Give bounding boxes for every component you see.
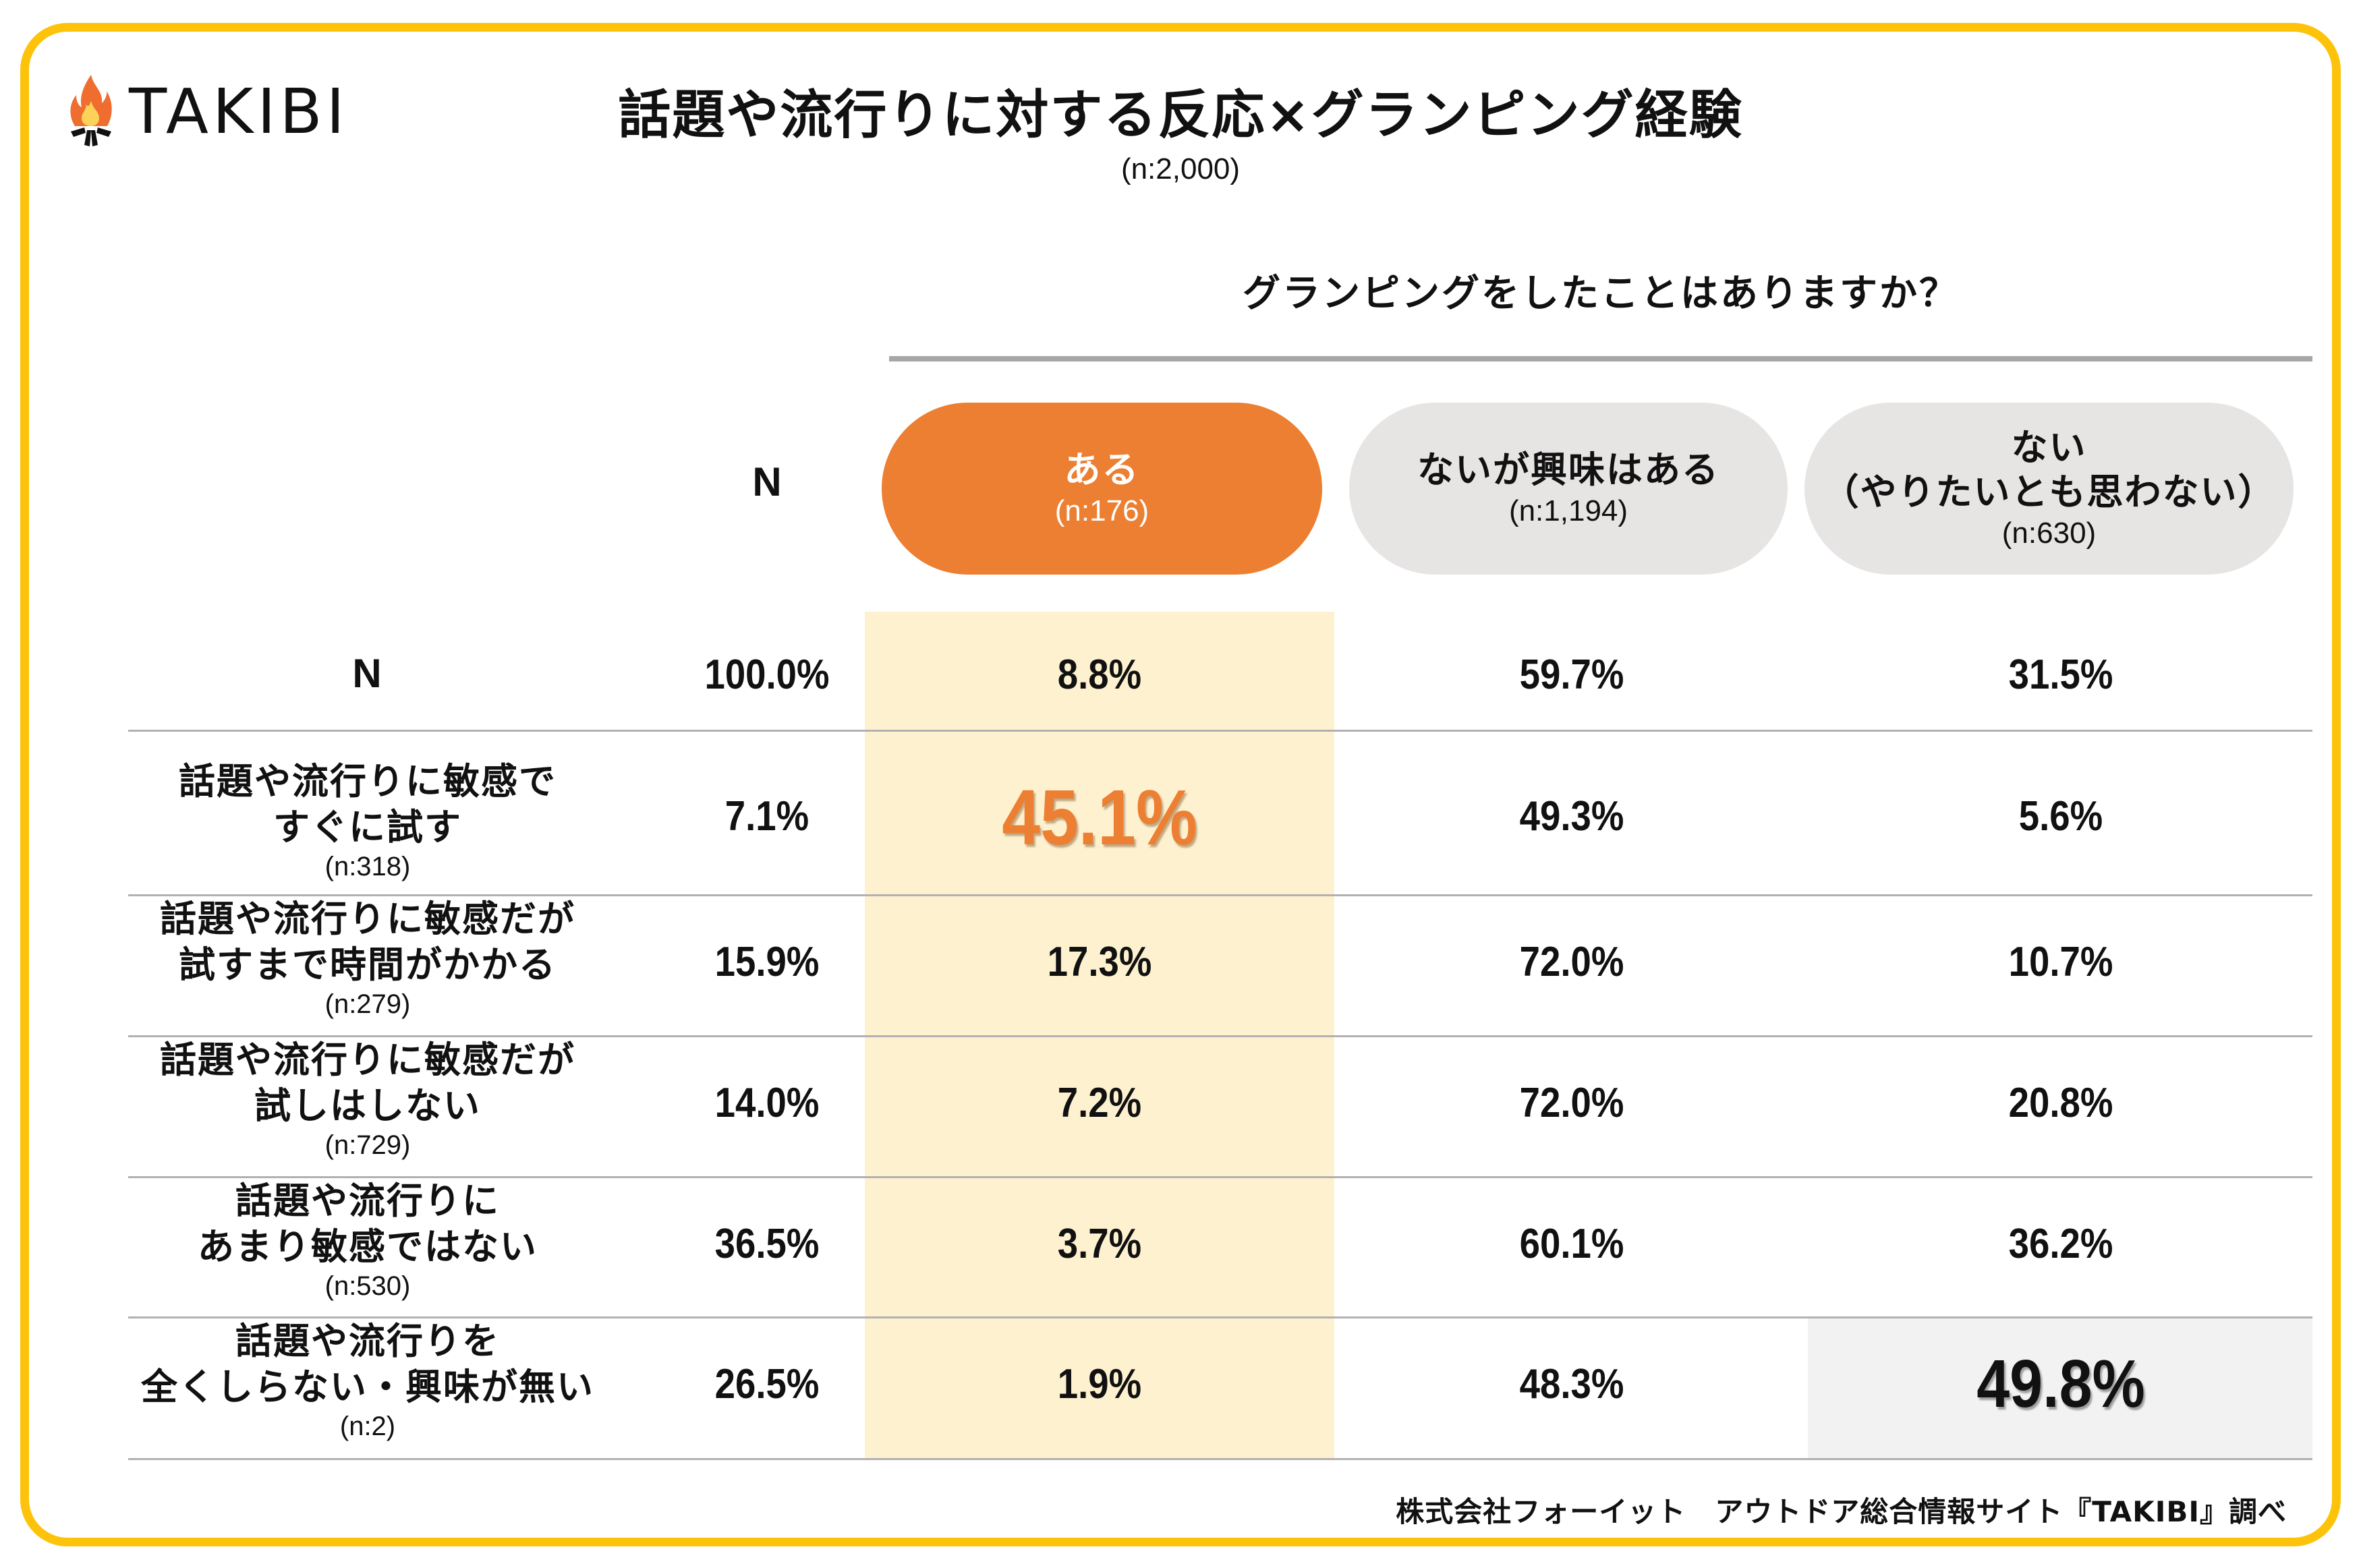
cell-value-highlight: 49.8% <box>1976 1346 2145 1422</box>
cell-value: 59.7% <box>1519 651 1624 698</box>
row-label-line: 話題や流行りに敏感だが <box>160 898 575 940</box>
row-label-line: 全くしらない・興味が無い <box>141 1366 594 1408</box>
cell-value: 31.5% <box>2008 651 2113 698</box>
cell-value: 10.7% <box>2008 939 2113 985</box>
cell-value: 15.9% <box>714 939 820 985</box>
row-divider <box>128 894 2312 896</box>
row-divider <box>128 1035 2312 1037</box>
row-divider <box>128 730 2312 732</box>
cell-value: 7.1% <box>724 793 809 840</box>
cell-value: 7.2% <box>1057 1080 1142 1126</box>
row-label: 話題や流行りを 全くしらない・興味が無い (n:2) <box>115 1318 621 1443</box>
cell-value: 48.3% <box>1519 1361 1624 1407</box>
page-title: 話題や流行りに対する反応×グランピング経験 <box>618 85 1743 146</box>
cell-value: 36.2% <box>2008 1221 2113 1267</box>
cell-value: 14.0% <box>714 1080 820 1126</box>
row-divider <box>128 1458 2312 1460</box>
question-divider <box>889 356 2312 361</box>
row-sample: (n:279) <box>324 989 411 1019</box>
survey-question: グランピングをしたことはありますか？ <box>1243 272 1959 316</box>
row-sample: (n:2) <box>339 1412 396 1441</box>
row-label-line: すぐに試す <box>273 806 462 848</box>
row-label: 話題や流行りに敏感だが 試すまで時間がかかる (n:279) <box>121 896 614 1020</box>
brand-name: TAKIBI <box>129 75 349 148</box>
row-label-line: 話題や流行りに <box>235 1180 500 1222</box>
cell-value: 72.0% <box>1519 939 1624 985</box>
column-label: ないが興味はある <box>1417 448 1719 491</box>
column-label-line2: （やりたいとも思わない） <box>1822 470 2276 513</box>
cell-value: 17.3% <box>1047 939 1152 985</box>
cell-value: 1.9% <box>1057 1361 1142 1407</box>
row-label-line: 話題や流行りを <box>235 1320 500 1362</box>
column-sample: (n:1,194) <box>1508 494 1628 527</box>
cell-value: 36.5% <box>714 1221 820 1267</box>
cell-value: 100.0% <box>704 651 830 698</box>
column-label: ある <box>1064 448 1140 491</box>
highlight-cell <box>1808 1317 2312 1459</box>
column-sample: (n:630) <box>2001 516 2097 550</box>
cell-value: 5.6% <box>2018 793 2103 840</box>
campfire-icon <box>70 75 112 146</box>
row-label: 話題や流行りに あまり敏感ではない (n:530) <box>121 1178 614 1302</box>
column-label-line1: ない <box>2011 426 2087 469</box>
cell-value: 26.5% <box>714 1361 820 1407</box>
row-label-line: 試すまで時間がかかる <box>179 943 557 986</box>
source-credit: 株式会社フォーイット アウトドア総合情報サイト『TAKIBI』調べ <box>1396 1495 2287 1528</box>
cell-value: 72.0% <box>1519 1080 1624 1126</box>
cell-value: 60.1% <box>1519 1221 1624 1267</box>
row-sample: (n:729) <box>324 1130 411 1160</box>
row-sample: (n:318) <box>324 852 411 881</box>
row-divider <box>128 1316 2312 1318</box>
cell-value: 8.8% <box>1057 651 1142 698</box>
sample-size: (n:2,000) <box>1120 152 1241 185</box>
column-header-not-interested: ない （やりたいとも思わない） (n:630) <box>1804 403 2294 575</box>
column-header-experienced: ある (n:176) <box>882 403 1322 575</box>
row-sample: (n:530) <box>324 1271 411 1301</box>
row-divider <box>128 1176 2312 1178</box>
row-label-line: 話題や流行りに敏感で <box>179 760 557 803</box>
brand-logo: TAKIBI <box>64 71 349 152</box>
row-label: 話題や流行りに敏感だが 試しはしない (n:729) <box>121 1037 614 1161</box>
cell-value: 49.3% <box>1519 793 1624 840</box>
cell-value-highlight: 45.1% <box>1002 774 1197 861</box>
column-header-interested: ないが興味はある (n:1,194) <box>1349 403 1788 575</box>
column-header-n: N <box>752 459 782 504</box>
cell-value: 3.7% <box>1057 1221 1142 1267</box>
row-label: N <box>352 651 383 696</box>
row-label: 話題や流行りに敏感で すぐに試す (n:318) <box>121 759 614 883</box>
row-label-line: あまり敏感ではない <box>198 1225 538 1268</box>
column-sample: (n:176) <box>1054 494 1149 527</box>
row-label-line: 話題や流行りに敏感だが <box>160 1039 575 1081</box>
table-row: N 100.0% 8.8% 59.7% 31.5% <box>0 612 2361 730</box>
row-label-line: 試しはしない <box>254 1084 481 1127</box>
cell-value: 20.8% <box>2008 1080 2113 1126</box>
